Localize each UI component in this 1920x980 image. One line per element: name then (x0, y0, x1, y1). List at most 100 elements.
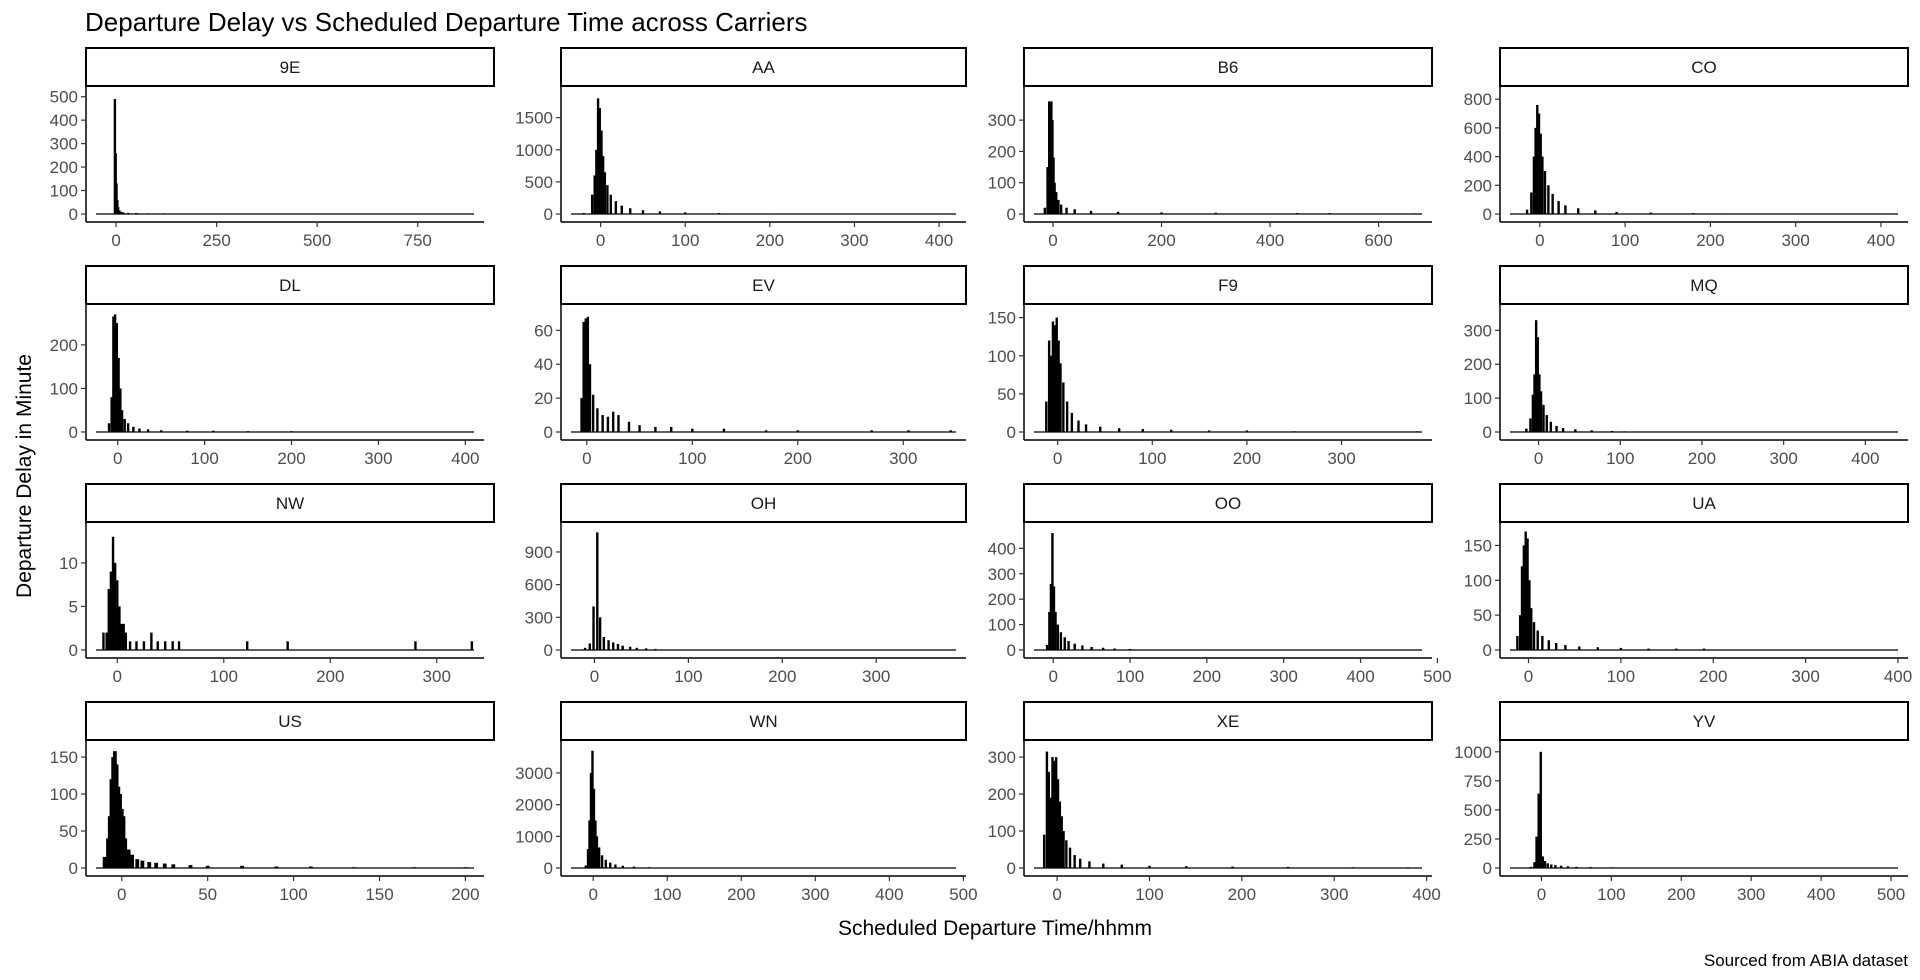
strip-label: AA (752, 58, 775, 77)
histogram-bar (658, 211, 662, 214)
y-tick-label: 0 (69, 205, 78, 224)
histogram-bar (1047, 771, 1050, 868)
y-tick-label: 400 (988, 539, 1016, 558)
histogram-bar (1043, 207, 1047, 214)
histogram-bar (1148, 865, 1151, 868)
histogram-bar (119, 211, 123, 214)
histogram-bar (1077, 420, 1080, 432)
histogram-bar (1545, 415, 1548, 432)
histogram-bar (470, 641, 474, 650)
histogram-bar (1645, 867, 1648, 869)
x-tick-label: 400 (1867, 231, 1895, 250)
panel-DL: DL 0 100 200 0 100 200 300 400 (50, 265, 495, 468)
x-axis-title: Scheduled Departure Time/hhmm (838, 917, 1152, 940)
histogram-bar (688, 867, 691, 869)
histogram-bar (246, 641, 249, 650)
panel-OO: OO 0 100 200 300 400 0 100 200 300 400 500 (988, 483, 1452, 686)
x-tick-label: 0 (113, 449, 122, 468)
y-tick-label: 0 (1483, 205, 1492, 224)
histogram-bar (1564, 645, 1567, 650)
strip-label: OO (1215, 494, 1241, 513)
x-tick-label: 100 (671, 231, 699, 250)
x-tick-label: 300 (889, 449, 917, 468)
histogram-bar (1564, 205, 1567, 214)
panel-CO: CO 0 200 400 600 800 0 100 200 300 400 (1464, 47, 1909, 250)
histogram-bar (1117, 428, 1121, 432)
y-tick-label: 100 (988, 616, 1016, 635)
histogram-bar (722, 428, 726, 432)
histogram-bar (1067, 641, 1070, 650)
strip-box (85, 483, 495, 523)
histogram-bar (620, 205, 623, 214)
strip-label: OH (751, 494, 777, 513)
histogram-bar (113, 562, 117, 650)
histogram-bar (1692, 213, 1695, 214)
x-tick-label: 100 (190, 449, 218, 468)
histogram-bar (1048, 611, 1051, 650)
histogram-bar (1525, 428, 1528, 432)
x-tick-label: 200 (1667, 885, 1695, 904)
x-tick-label: 500 (1423, 667, 1451, 686)
y-axis-title: Departure Delay in Minute (13, 354, 36, 598)
y-tick-label: 200 (1464, 176, 1492, 195)
y-tick-label: 500 (50, 88, 78, 107)
histogram-bar (1053, 760, 1056, 868)
y-tick-label: 50 (997, 385, 1016, 404)
x-tick-label: 300 (1769, 449, 1797, 468)
histogram-bar (598, 617, 602, 650)
histogram-bar (1412, 213, 1416, 214)
histogram-bar (601, 156, 605, 214)
panel-YV: YV 0 250 500 750 1000 0 100 200 300 400 500 (1454, 701, 1909, 904)
histogram-bar (1536, 104, 1539, 214)
histogram-bar (414, 641, 417, 650)
y-tick-label: 0 (69, 641, 78, 660)
histogram-bar (1529, 418, 1532, 432)
histogram-bar (411, 867, 416, 868)
histogram-bar (1528, 580, 1531, 650)
y-tick-label: 250 (1464, 830, 1492, 849)
strip-label: XE (1217, 712, 1240, 731)
histogram-bar (1062, 382, 1065, 432)
histogram-bar (1555, 425, 1558, 432)
y-tick-label: 200 (988, 590, 1016, 609)
x-tick-label: 300 (801, 885, 829, 904)
strip-label: MQ (1690, 276, 1717, 295)
histogram-bar (116, 580, 119, 650)
histogram-bar (647, 867, 650, 868)
strip-label: F9 (1218, 276, 1238, 295)
x-tick-label: 400 (1807, 885, 1835, 904)
x-tick-label: 200 (1233, 449, 1261, 468)
histogram-bar (590, 194, 594, 214)
histogram-bar (308, 866, 313, 868)
histogram-bar (598, 108, 601, 214)
strip-label: US (278, 712, 302, 731)
histogram-bar (1554, 643, 1558, 650)
y-tick-label: 150 (50, 748, 78, 767)
x-tick-label: 0 (1537, 885, 1546, 904)
histogram-bar (1046, 167, 1049, 214)
x-tick-label: 150 (365, 885, 393, 904)
histogram-bar (1102, 863, 1105, 868)
histogram-bar (1185, 866, 1188, 868)
histogram-bar (1871, 213, 1874, 215)
y-tick-label: 300 (1464, 321, 1492, 340)
x-tick-label: 0 (582, 449, 591, 468)
histogram-bar (621, 645, 624, 650)
histogram-bar (1534, 127, 1537, 214)
x-tick-label: 500 (949, 885, 977, 904)
histogram-bar (764, 430, 768, 432)
y-tick-label: 3000 (515, 764, 553, 783)
histogram-bar (156, 641, 159, 650)
histogram-bar (836, 213, 839, 215)
histogram-bar (1059, 632, 1063, 650)
histogram-bar (586, 848, 590, 868)
y-tick-label: 60 (534, 321, 553, 340)
y-tick-label: 100 (988, 822, 1016, 841)
y-tick-label: 1000 (515, 827, 553, 846)
histogram-bar (1561, 427, 1565, 432)
histogram-bar (1078, 858, 1082, 868)
histogram-bar (124, 632, 128, 650)
x-tick-label: 200 (316, 667, 344, 686)
histogram-bar (1566, 866, 1570, 868)
y-tick-label: 500 (525, 173, 553, 192)
